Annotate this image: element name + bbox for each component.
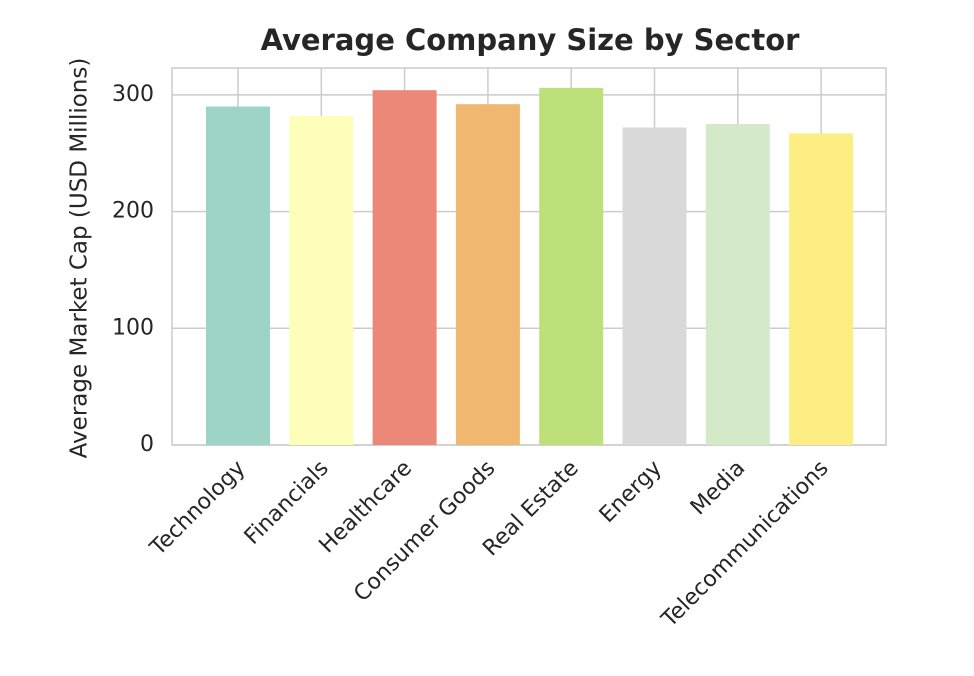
x-tick-label: Energy bbox=[595, 456, 667, 528]
bar bbox=[289, 115, 354, 445]
y-tick-label: 200 bbox=[112, 199, 154, 224]
x-tick-label: Technology bbox=[145, 456, 251, 562]
chart-title: Average Company Size by Sector bbox=[261, 23, 801, 57]
x-tick-label: Telecommunications bbox=[656, 456, 833, 633]
bar bbox=[539, 87, 604, 445]
bar bbox=[372, 90, 437, 446]
y-tick-label: 0 bbox=[140, 432, 154, 457]
x-tick-label: Consumer Goods bbox=[349, 456, 500, 607]
bar bbox=[622, 127, 687, 446]
bar bbox=[206, 106, 270, 445]
y-tick-label: 300 bbox=[112, 82, 154, 107]
bar bbox=[455, 104, 520, 445]
y-tick-label: 100 bbox=[112, 315, 154, 340]
y-axis-label: Average Market Cap (USD Millions) bbox=[67, 58, 93, 459]
x-tick-label: Media bbox=[686, 456, 750, 520]
plot-area bbox=[171, 67, 887, 446]
bar bbox=[705, 124, 770, 445]
bar bbox=[789, 133, 854, 445]
